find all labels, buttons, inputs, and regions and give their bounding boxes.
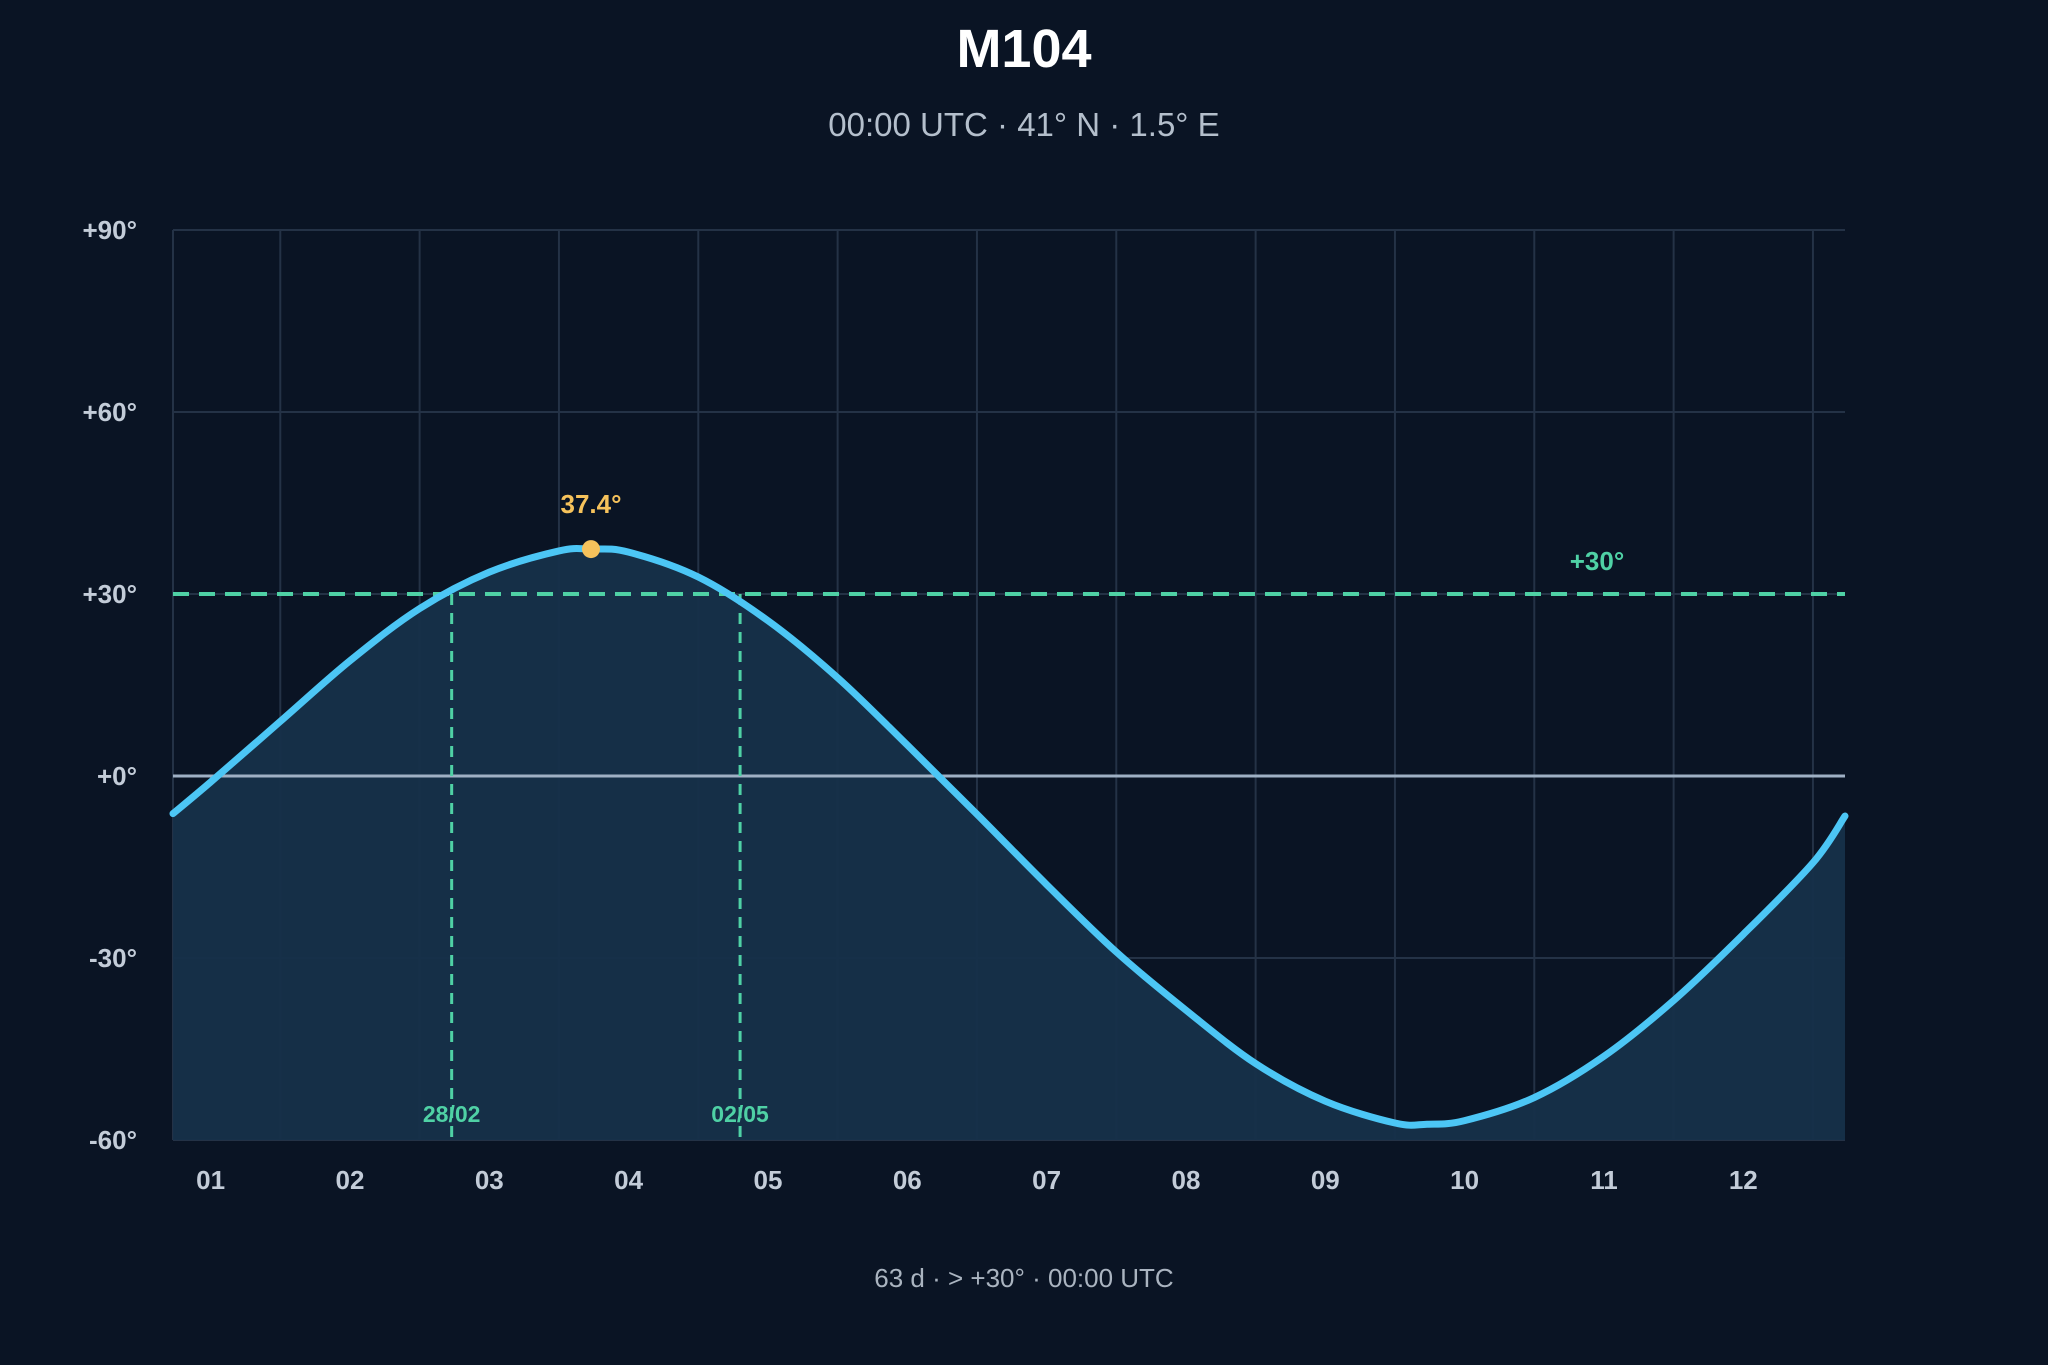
label-layer: +90° +60° +30° +0° -30° -60° 01 02 03 04 05 06 07 08 0… (82, 215, 1757, 1195)
peak-point (582, 540, 600, 559)
y-tick-label: -60° (89, 1125, 137, 1155)
x-tick-label: 08 (1171, 1165, 1200, 1195)
altitude-curve (169, 545, 1849, 1129)
area-layer (173, 548, 1845, 1140)
x-tick-label: 12 (1729, 1165, 1758, 1195)
y-tick-label: -30° (89, 943, 137, 973)
y-tick-label: +90° (82, 215, 137, 245)
x-tick-label: 01 (196, 1165, 225, 1195)
y-tick-label: +0° (97, 761, 137, 791)
x-tick-label: 09 (1311, 1165, 1340, 1195)
altitude-area (173, 548, 1845, 1140)
threshold-layer (173, 592, 1845, 1140)
x-tick-label: 04 (614, 1165, 643, 1195)
x-tick-label: 02 (335, 1165, 364, 1195)
y-tick-label: +60° (82, 397, 137, 427)
curve-layer (169, 540, 1849, 1129)
crossing-date-label: 02/05 (711, 1101, 769, 1127)
chart-subtitle: 00:00 UTC · 41° N · 1.5° E (828, 106, 1220, 143)
threshold-label: +30° (1570, 546, 1625, 576)
crossing-date-label: 28/02 (423, 1101, 481, 1127)
chart-footer: 63 d · > +30° · 00:00 UTC (874, 1263, 1174, 1293)
chart-title: M104 (956, 19, 1092, 79)
peak-label: 37.4° (560, 489, 621, 519)
x-tick-label: 11 (1590, 1165, 1618, 1195)
x-tick-label: 05 (753, 1165, 782, 1195)
y-tick-label: +30° (82, 579, 137, 609)
x-tick-label: 10 (1450, 1165, 1479, 1195)
x-tick-label: 07 (1032, 1165, 1061, 1195)
x-tick-label: 03 (475, 1165, 504, 1195)
x-tick-label: 06 (893, 1165, 922, 1195)
